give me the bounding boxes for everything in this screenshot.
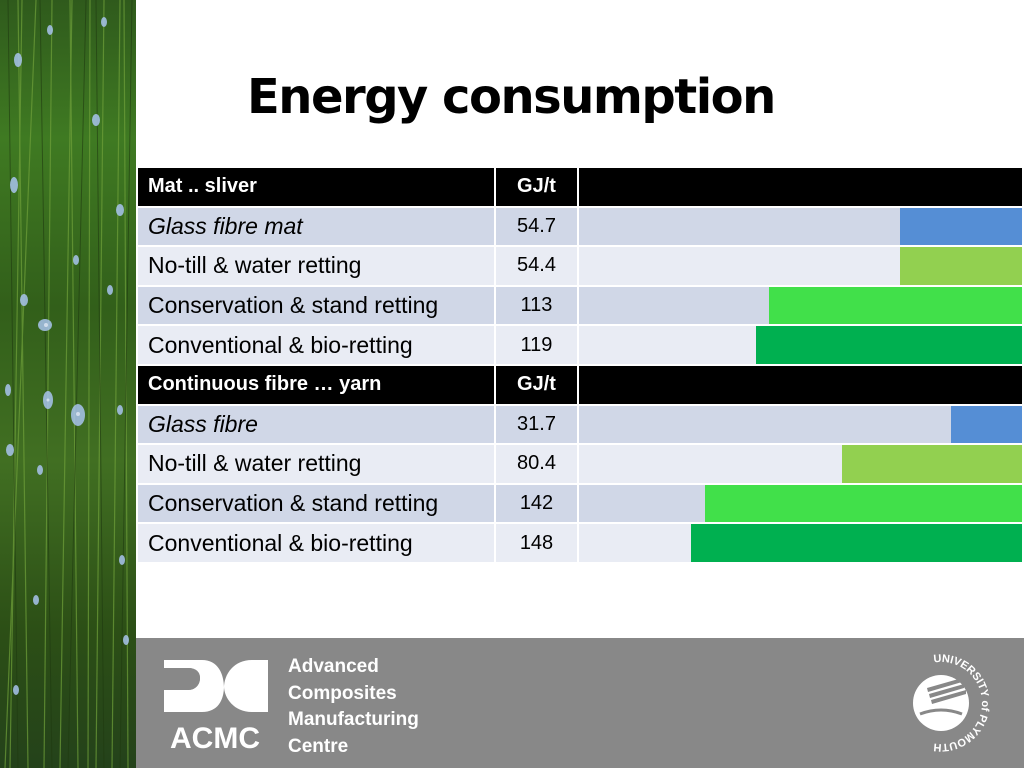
bar-cell	[577, 324, 1024, 366]
acmc-logo-icon: ACMC	[164, 660, 268, 755]
flax-field-image	[4, 0, 133, 768]
table-row: Glass fibre 31.7	[136, 403, 1024, 446]
bar-header-cell	[577, 363, 1024, 406]
table-row: Conservation & stand retting 142	[136, 482, 1024, 525]
section-title: Continuous fibre … yarn	[136, 363, 496, 406]
row-label: Glass fibre mat	[136, 205, 496, 248]
centre-line-4: Centre	[288, 735, 349, 757]
row-value: 54.4	[494, 245, 579, 287]
row-label: No-till & water retting	[136, 245, 496, 287]
unit-header: GJ/t	[494, 363, 579, 406]
bar-cell	[577, 245, 1024, 287]
energy-bar	[691, 524, 1022, 562]
slide-title: Energy consumption	[247, 69, 776, 125]
row-value: 31.7	[494, 403, 579, 446]
energy-bar	[900, 207, 1022, 246]
centre-line-1: Advanced	[288, 656, 379, 677]
row-label: Conventional & bio-retting	[136, 522, 496, 564]
bar-cell	[577, 205, 1024, 248]
acmc-centre-name: Advanced Composites Manufacturing Centre	[288, 654, 419, 760]
row-label: Conservation & stand retting	[136, 482, 496, 525]
table-row: No-till & water retting 54.4	[136, 245, 1024, 287]
row-label: No-till & water retting	[136, 443, 496, 485]
table-row: No-till & water retting 80.4	[136, 443, 1024, 485]
energy-table-body: Mat .. sliver GJ/t Glass fibre mat 54.7 No-t…	[136, 166, 1024, 564]
table-row: Glass fibre mat 54.7	[136, 205, 1024, 248]
table-row: Conventional & bio-retting 148	[136, 522, 1024, 564]
bar-cell	[577, 482, 1024, 525]
flax-field-photo	[0, 0, 136, 768]
bar-header-cell	[577, 166, 1024, 208]
table-section-header: Mat .. sliver GJ/t	[136, 166, 1024, 208]
university-seal-icon: UNIVERSITY of PLYMOUTH	[913, 653, 991, 753]
centre-line-3: Manufacturing	[288, 709, 419, 730]
row-label: Conservation & stand retting	[136, 284, 496, 327]
table-row: Conventional & bio-retting 119	[136, 324, 1024, 366]
bar-cell	[577, 284, 1024, 327]
energy-bar	[705, 484, 1022, 523]
bar-cell	[577, 443, 1024, 485]
row-label: Conventional & bio-retting	[136, 324, 496, 366]
energy-bar	[769, 286, 1022, 325]
section-title: Mat .. sliver	[136, 166, 496, 208]
energy-bar	[900, 247, 1022, 285]
bar-cell	[577, 403, 1024, 446]
bar-cell	[577, 522, 1024, 564]
energy-bar	[842, 445, 1022, 483]
row-label: Glass fibre	[136, 403, 496, 446]
row-value: 113	[494, 284, 579, 327]
row-value: 80.4	[494, 443, 579, 485]
energy-bar	[756, 326, 1022, 364]
row-value: 54.7	[494, 205, 579, 248]
footer-banner: ACMC Advanced Composites Manufacturing C…	[136, 638, 1024, 768]
energy-table: Mat .. sliver GJ/t Glass fibre mat 54.7 No-t…	[136, 166, 1024, 564]
row-value: 142	[494, 482, 579, 525]
acmc-logo-text: ACMC	[170, 722, 260, 755]
table-section-header: Continuous fibre … yarn GJ/t	[136, 363, 1024, 406]
table-row: Conservation & stand retting 113	[136, 284, 1024, 327]
energy-bar	[951, 405, 1022, 444]
centre-line-2: Composites	[288, 682, 397, 704]
unit-header: GJ/t	[494, 166, 579, 208]
row-value: 148	[494, 522, 579, 564]
row-value: 119	[494, 324, 579, 366]
